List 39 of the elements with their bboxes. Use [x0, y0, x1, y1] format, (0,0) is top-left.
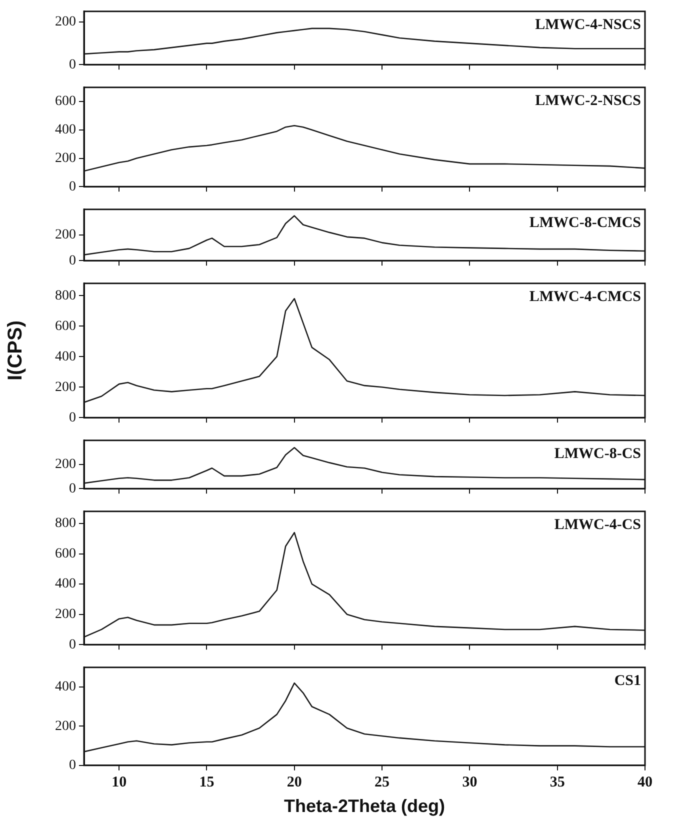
- y-tick-label: 200: [55, 150, 76, 166]
- text: CS1: [614, 672, 641, 689]
- y-axis-title: I(CPS): [4, 320, 27, 380]
- series-label: LMWC-8-CMCS: [529, 214, 641, 231]
- y-tick-label: 400: [55, 349, 76, 364]
- x-tick-label: 25: [374, 774, 390, 790]
- x-tick-label: 40: [638, 774, 652, 790]
- y-tick-label: 0: [69, 410, 76, 426]
- y-tick-label: 600: [55, 546, 76, 562]
- x-tick-label: 20: [286, 774, 302, 790]
- text: LMWC-4-CMCS: [529, 288, 641, 305]
- y-tick-label: 0: [69, 758, 76, 774]
- y-tick-label: 200: [55, 380, 76, 395]
- y-tick-label: 800: [55, 288, 76, 304]
- series-label: LMWC-8-CS: [554, 446, 641, 462]
- y-tick-label: 0: [69, 57, 76, 72]
- y-tick-label: 600: [55, 94, 76, 110]
- y-tick-label: 0: [69, 253, 76, 268]
- y-tick-label: 200: [55, 457, 76, 472]
- y-tick-label: 400: [55, 122, 76, 138]
- x-tick-label: 10: [112, 774, 127, 790]
- y-tick-label: 200: [55, 228, 76, 243]
- y-tick-label: 800: [55, 516, 76, 532]
- y-tick-label: 400: [55, 680, 76, 695]
- x-axis-title: Theta-2Theta (deg): [284, 796, 446, 816]
- text: LMWC-4-CS: [554, 516, 641, 533]
- y-tick-label: 0: [69, 637, 76, 652]
- x-tick-label: 35: [550, 774, 565, 790]
- x-tick-label: 30: [462, 774, 478, 790]
- series-label: LMWC-4-NSCS: [535, 16, 641, 33]
- x-tick-label: 15: [199, 774, 214, 790]
- y-tick-label: 200: [55, 718, 76, 734]
- y-tick-label: 400: [55, 576, 76, 592]
- y-tick-label: 0: [69, 481, 76, 496]
- y-tick-label: 0: [69, 179, 76, 194]
- y-tick-label: 600: [55, 318, 76, 334]
- text: LMWC-2-NSCS: [535, 92, 641, 109]
- y-tick-label: 200: [55, 14, 76, 30]
- y-tick-label: 200: [55, 607, 76, 622]
